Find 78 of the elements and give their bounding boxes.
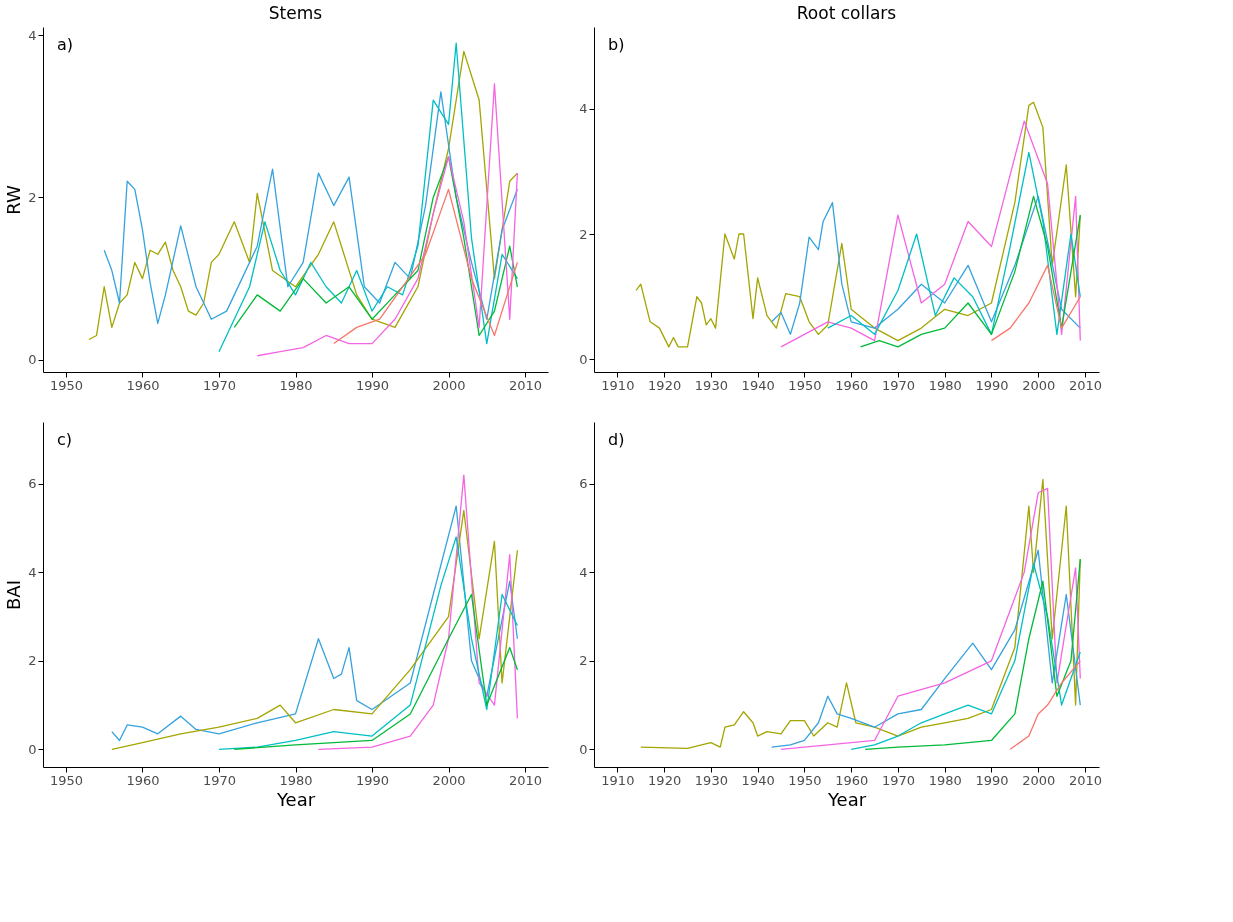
line-series xyxy=(256,83,519,357)
line-series xyxy=(771,195,1081,336)
x-tick-label: 1940 xyxy=(741,377,775,393)
x-tick-label: 1990 xyxy=(975,377,1009,393)
x-tick-label: 1980 xyxy=(928,377,962,393)
y-tick-label: 0 xyxy=(28,352,37,368)
y-tick-label: 4 xyxy=(579,101,588,117)
x-tick-label: 1960 xyxy=(126,377,160,393)
x-tick-label: 1930 xyxy=(694,377,728,393)
line-series xyxy=(218,42,519,353)
x-tick-label: 1910 xyxy=(601,772,635,788)
y-tick-label: 4 xyxy=(579,564,588,580)
x-tick-label: 2010 xyxy=(1068,772,1103,788)
line-series xyxy=(859,195,1081,348)
annotation: b) xyxy=(608,35,625,54)
y-tick-label: 2 xyxy=(579,226,588,242)
x-tick-label: 1970 xyxy=(881,772,915,788)
x-tick-label: 1950 xyxy=(788,772,822,788)
line-series xyxy=(88,50,519,341)
x-tick-label: 1950 xyxy=(49,377,83,393)
line-series xyxy=(990,264,1081,342)
x-tick-label: 1960 xyxy=(835,377,869,393)
x-tick-label: 1910 xyxy=(601,377,635,393)
x-tick-label: 1970 xyxy=(881,377,915,393)
line-series xyxy=(771,549,1081,748)
y-tick-label: 6 xyxy=(28,476,37,492)
line-series xyxy=(635,101,1081,348)
x-tick-label: 2000 xyxy=(1022,377,1056,393)
line-series xyxy=(827,151,1081,336)
line-series xyxy=(780,487,1081,750)
x-axis-title: Year xyxy=(826,788,867,810)
y-tick-label: 6 xyxy=(579,476,588,492)
line-series xyxy=(640,478,1081,750)
annotation: a) xyxy=(57,35,74,54)
x-tick-label: 2000 xyxy=(1022,772,1056,788)
y-tick-label: 0 xyxy=(579,351,588,367)
line-series xyxy=(333,188,519,345)
x-tick-label: 2000 xyxy=(432,772,466,788)
line-series xyxy=(317,474,519,750)
x-tick-label: 2000 xyxy=(432,377,466,393)
line-series xyxy=(233,593,519,750)
y-tick-label: 2 xyxy=(28,653,37,669)
line-series xyxy=(780,120,1081,348)
x-tick-label: 1950 xyxy=(49,772,83,788)
line-series xyxy=(218,536,519,750)
x-tick-label: 1960 xyxy=(835,772,869,788)
x-tick-label: 1990 xyxy=(355,772,390,788)
x-tick-label: 2010 xyxy=(1068,377,1103,393)
line-series xyxy=(1009,660,1081,750)
y-tick-label: 4 xyxy=(28,27,37,43)
y-tick-label: 2 xyxy=(579,653,588,669)
annotation: c) xyxy=(57,430,73,449)
y-tick-label: 0 xyxy=(28,741,37,757)
chart-title: Stems xyxy=(268,3,323,23)
x-tick-label: 1980 xyxy=(279,772,313,788)
annotation: d) xyxy=(608,430,625,449)
y-tick-label: 4 xyxy=(28,564,37,580)
y-tick-label: 2 xyxy=(28,189,37,205)
x-tick-label: 1940 xyxy=(741,772,775,788)
chart-title: Root collars xyxy=(796,3,897,23)
line-series xyxy=(103,91,519,324)
x-tick-label: 1920 xyxy=(648,377,682,393)
x-tick-label: 1960 xyxy=(126,772,160,788)
x-tick-label: 2010 xyxy=(509,772,543,788)
y-tick-label: 0 xyxy=(579,741,588,757)
x-tick-label: 1970 xyxy=(202,772,237,788)
x-tick-label: 1950 xyxy=(788,377,822,393)
y-axis-title: RW xyxy=(3,185,25,215)
x-tick-label: 2010 xyxy=(509,377,543,393)
x-tick-label: 1990 xyxy=(975,772,1009,788)
x-tick-label: 1930 xyxy=(694,772,728,788)
x-tick-label: 1920 xyxy=(648,772,682,788)
y-axis-title: BAI xyxy=(3,580,25,610)
x-tick-label: 1980 xyxy=(279,377,313,393)
x-tick-label: 1990 xyxy=(355,377,390,393)
x-tick-label: 1980 xyxy=(928,772,962,788)
x-tick-label: 1970 xyxy=(202,377,237,393)
x-axis-title: Year xyxy=(275,788,316,810)
